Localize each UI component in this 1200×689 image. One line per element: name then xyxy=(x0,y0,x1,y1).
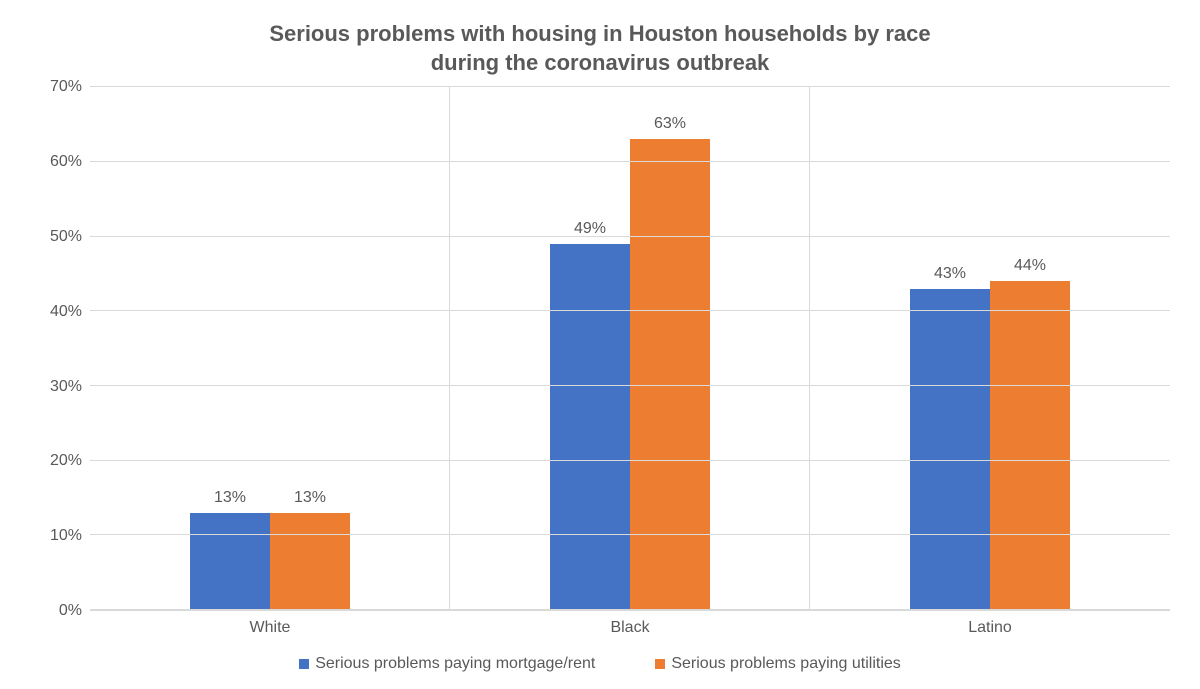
bar xyxy=(990,281,1070,610)
y-tick-label: 10% xyxy=(50,527,82,545)
gridline xyxy=(90,86,1170,87)
bar-wrap: 44% xyxy=(990,281,1070,610)
y-tick-label: 0% xyxy=(59,602,82,620)
chart-container: Serious problems with housing in Houston… xyxy=(0,0,1200,689)
y-axis: 0%10%20%30%40%50%60%70% xyxy=(30,87,90,611)
chart-title: Serious problems with housing in Houston… xyxy=(30,20,1170,77)
gridline xyxy=(90,385,1170,386)
legend-item: Serious problems paying utilities xyxy=(655,655,900,673)
legend: Serious problems paying mortgage/rent Ser… xyxy=(30,637,1170,679)
bar xyxy=(630,139,710,610)
legend-swatch xyxy=(655,659,665,669)
plot: 13%13%49%63%43%44% xyxy=(90,87,1170,611)
bar-value-label: 13% xyxy=(294,489,326,507)
bar-group: 13%13% xyxy=(90,87,450,610)
legend-label: Serious problems paying mortgage/rent xyxy=(315,655,595,673)
legend-item: Serious problems paying mortgage/rent xyxy=(299,655,595,673)
gridline xyxy=(90,460,1170,461)
legend-swatch xyxy=(299,659,309,669)
gridline xyxy=(90,310,1170,311)
x-axis-row: WhiteBlackLatino xyxy=(30,611,1170,637)
legend-label: Serious problems paying utilities xyxy=(671,655,900,673)
bar-wrap: 13% xyxy=(190,513,270,610)
bar-wrap: 49% xyxy=(550,244,630,610)
x-category-label: White xyxy=(90,611,450,637)
gridline xyxy=(90,161,1170,162)
bar-value-label: 44% xyxy=(1014,257,1046,275)
x-category-label: Latino xyxy=(810,611,1170,637)
bar xyxy=(190,513,270,610)
bar xyxy=(270,513,350,610)
bar-value-label: 43% xyxy=(934,265,966,283)
bar-value-label: 63% xyxy=(654,115,686,133)
y-tick-label: 20% xyxy=(50,452,82,470)
gridline xyxy=(90,236,1170,237)
bar xyxy=(550,244,630,610)
y-tick-label: 30% xyxy=(50,378,82,396)
bar-groups: 13%13%49%63%43%44% xyxy=(90,87,1170,610)
bar xyxy=(910,289,990,610)
plot-area: 0%10%20%30%40%50%60%70% 13%13%49%63%43%4… xyxy=(30,87,1170,637)
gridline xyxy=(90,609,1170,610)
x-category-label: Black xyxy=(450,611,810,637)
y-tick-label: 70% xyxy=(50,78,82,96)
bar-group: 43%44% xyxy=(810,87,1170,610)
y-tick-label: 40% xyxy=(50,303,82,321)
bar-wrap: 43% xyxy=(910,289,990,610)
bar-wrap: 13% xyxy=(270,513,350,610)
x-axis: WhiteBlackLatino xyxy=(90,611,1170,637)
bar-wrap: 63% xyxy=(630,139,710,610)
y-tick-label: 50% xyxy=(50,228,82,246)
gridline xyxy=(90,534,1170,535)
bar-group: 49%63% xyxy=(450,87,810,610)
y-tick-label: 60% xyxy=(50,153,82,171)
bar-value-label: 13% xyxy=(214,489,246,507)
plot-row: 0%10%20%30%40%50%60%70% 13%13%49%63%43%4… xyxy=(30,87,1170,611)
